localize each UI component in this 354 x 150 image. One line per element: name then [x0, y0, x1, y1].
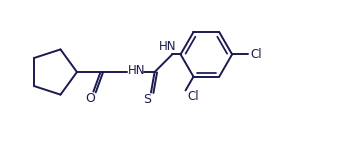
Text: O: O [85, 92, 95, 105]
Text: Cl: Cl [250, 48, 262, 61]
Text: S: S [143, 93, 151, 106]
Text: HN: HN [159, 40, 176, 53]
Text: Cl: Cl [188, 90, 199, 103]
Text: HN: HN [128, 64, 145, 76]
